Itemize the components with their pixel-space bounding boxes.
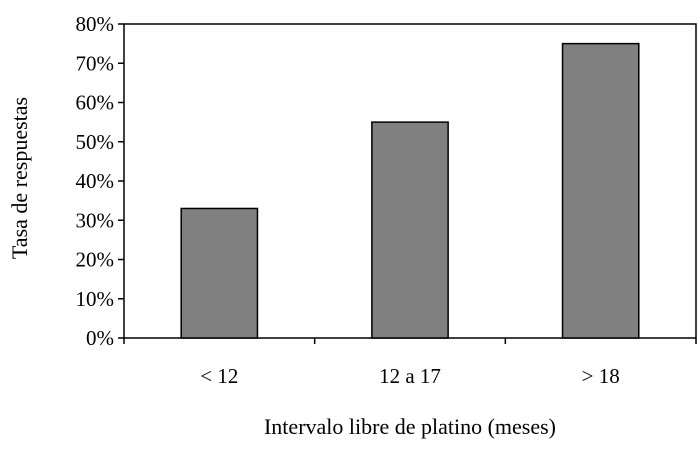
bars [180,42,640,339]
y-tick-label: 0% [86,326,114,350]
y-axis-label: Tasa de respuestas [7,97,32,259]
x-tick-label: 12 a 17 [379,364,441,388]
x-tick-label: > 18 [582,364,620,388]
y-tick-label: 60% [76,91,115,115]
y-tick-label: 20% [76,248,115,272]
x-tick-label: < 12 [200,364,238,388]
y-tick-label: 10% [76,287,115,311]
x-axis-label: Intervalo libre de platino (meses) [264,414,556,439]
y-tick-label: 70% [76,51,115,75]
bar [180,207,259,339]
bar [561,42,640,339]
y-tick-label: 80% [76,12,115,36]
bar [371,121,449,339]
y-tick-label: 30% [76,208,115,232]
y-tick-label: 40% [76,169,115,193]
y-axis-ticks: 0% 10% 20% 30% 40% 50% 60% 70% 80% [76,12,124,350]
x-axis-ticks: < 12 12 a 17 > 18 [123,338,697,388]
y-tick-label: 50% [76,130,115,154]
